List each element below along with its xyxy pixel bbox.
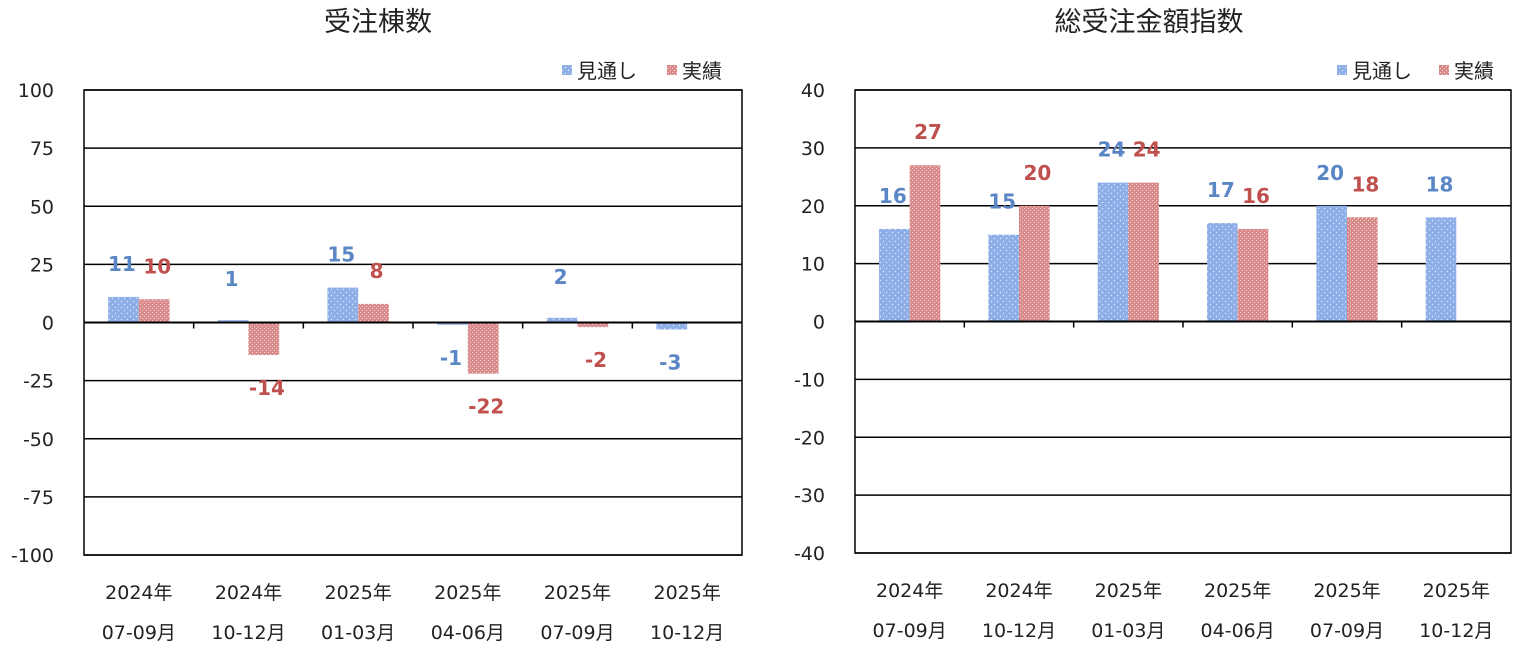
chart-1-y-tick-label: 50 — [30, 196, 54, 218]
chart-2-x-category-months: 10-12月 — [1419, 620, 1493, 642]
chart-2-bar-actual — [909, 165, 941, 322]
chart-2-x-category-year: 2025年 — [1095, 580, 1162, 602]
chart-1-legend-actual-label: 実績 — [682, 59, 722, 83]
chart-2-y-tick-label: -20 — [794, 427, 825, 449]
chart-1-data-label-forecast: -1 — [440, 346, 462, 370]
chart-2-bar-forecast — [988, 234, 1019, 322]
chart-1-data-label-actual: -22 — [468, 395, 504, 419]
chart-2-legend-actual-swatch — [1439, 65, 1449, 75]
chart-1-data-label-actual: -14 — [249, 376, 285, 400]
chart-1-legend-forecast-swatch — [562, 65, 572, 75]
chart-2-bar-forecast — [1316, 205, 1347, 322]
chart-2-y-tick-label: 0 — [813, 312, 825, 334]
chart-2-bar-actual — [1128, 182, 1159, 322]
chart-2-data-label-actual: 27 — [914, 120, 942, 144]
chart-1-bar-forecast — [108, 296, 139, 323]
chart-1-data-label-actual: 10 — [143, 254, 171, 278]
chart-2-bar-forecast — [1097, 182, 1129, 322]
chart-2-data-label-actual: 20 — [1023, 161, 1051, 185]
chart-1-x-category-months: 07-09月 — [540, 622, 614, 644]
chart-1-x-category-months: 10-12月 — [650, 622, 724, 644]
chart-2-data-label-forecast: 18 — [1426, 172, 1454, 196]
chart-1-y-tick-label: -75 — [23, 487, 54, 509]
chart-1-data-label-forecast: 2 — [554, 265, 568, 289]
chart-2-data-label-forecast: 16 — [879, 184, 907, 208]
chart-1-x-category-year: 2025年 — [434, 582, 501, 604]
chart-2-x-category-year: 2025年 — [1313, 580, 1380, 602]
chart-2-y-tick-label: 20 — [801, 196, 825, 218]
chart-2-x-category-year: 2024年 — [876, 580, 943, 602]
chart-1-x-category-year: 2024年 — [105, 582, 172, 604]
chart-2-legend-forecast-swatch — [1337, 65, 1347, 75]
chart-1-data-label-forecast: -3 — [659, 350, 681, 374]
chart-2-bar-actual — [1019, 205, 1050, 322]
chart-2-x-category-months: 10-12月 — [982, 620, 1056, 642]
chart-1-x-category-months: 10-12月 — [211, 622, 285, 644]
chart-2-x-category-months: 01-03月 — [1091, 620, 1165, 642]
chart-2-bar-forecast — [1207, 223, 1238, 322]
chart-1-bar-actual — [358, 303, 389, 323]
chart-2-x-category-months: 04-06月 — [1201, 620, 1275, 642]
chart-1-bar-forecast — [327, 287, 359, 323]
chart-2-x-category-year: 2025年 — [1204, 580, 1271, 602]
chart-2-data-label-actual: 18 — [1351, 172, 1379, 196]
chart-2-bar-actual — [1347, 217, 1378, 322]
chart-1-y-tick-label: -50 — [23, 429, 54, 451]
chart-2-data-label-forecast: 15 — [988, 190, 1016, 214]
chart-1-data-label-actual: 8 — [370, 259, 384, 283]
chart-1-data-label-forecast: 1 — [225, 267, 239, 291]
chart-1-x-category-months: 07-09月 — [102, 622, 176, 644]
chart-1-y-tick-label: -25 — [23, 371, 54, 393]
chart-1-legend-actual-swatch — [667, 65, 677, 75]
chart-2-data-label-forecast: 17 — [1207, 178, 1235, 202]
chart-2-data-label-actual: 24 — [1133, 138, 1161, 162]
chart-2-y-tick-label: -40 — [794, 543, 825, 565]
chart-2-data-label-forecast: 20 — [1316, 161, 1344, 185]
chart-2-title: 総受注金額指数 — [1055, 7, 1244, 38]
chart-1-x-category-months: 04-06月 — [431, 622, 505, 644]
chart-2-x-category-months: 07-09月 — [873, 620, 947, 642]
chart-1-bar-forecast — [437, 322, 468, 325]
chart-1-bar-actual — [467, 322, 499, 374]
chart-2-legend-actual-label: 実績 — [1454, 59, 1494, 83]
chart-2-x-category-year: 2025年 — [1423, 580, 1490, 602]
chart-1-y-tick-label: 75 — [30, 138, 54, 160]
chart-1-title: 受注棟数 — [324, 7, 432, 38]
chart-1-bar-actual — [577, 322, 609, 328]
chart-2-legend-forecast-label: 見通し — [1352, 59, 1412, 83]
chart-2-y-tick-label: 40 — [801, 80, 825, 102]
chart-1-y-tick-label: 100 — [18, 80, 54, 102]
chart-2-y-tick-label: 30 — [801, 138, 825, 160]
chart-1-data-label-forecast: 15 — [327, 243, 355, 267]
chart-1-bar-actual — [248, 322, 280, 356]
chart-1-y-tick-label: 0 — [42, 313, 54, 335]
chart-1-bar-actual — [138, 299, 170, 323]
chart-2-y-tick-label: 10 — [801, 254, 825, 276]
chart-2-data-label-actual: 16 — [1242, 184, 1270, 208]
chart-1-data-label-forecast: 11 — [108, 252, 136, 276]
chart-2-y-tick-label: -10 — [794, 369, 825, 391]
chart-1-x-category-year: 2025年 — [324, 582, 391, 604]
chart-2-bar-actual — [1237, 228, 1269, 322]
chart-1-x-category-year: 2024年 — [215, 582, 282, 604]
chart-1-bar-forecast — [656, 322, 688, 330]
chart-2-x-category-year: 2024年 — [985, 580, 1052, 602]
chart-1-data-label-actual: -2 — [585, 348, 607, 372]
chart-1-y-tick-label: -100 — [11, 545, 54, 567]
chart-1-bar-forecast — [546, 317, 578, 323]
chart-2-bar-forecast — [1425, 217, 1457, 322]
chart-1-x-category-year: 2025年 — [544, 582, 611, 604]
chart-2-y-tick-label: -30 — [794, 485, 825, 507]
chart-1-x-category-months: 01-03月 — [321, 622, 395, 644]
chart-1-y-tick-label: 25 — [30, 254, 54, 276]
chart-2: 総受注金額指数 見通し 実績 40 30 20 10 0 -10 -20 -30 -40 16 2… — [794, 7, 1512, 642]
chart-1-legend-forecast-label: 見通し — [577, 59, 637, 83]
chart-2-bar-forecast — [879, 228, 910, 322]
chart-1-x-category-year: 2025年 — [653, 582, 720, 604]
chart-2-data-label-forecast: 24 — [1098, 138, 1126, 162]
chart-2-x-category-months: 07-09月 — [1310, 620, 1384, 642]
chart-1-bar-forecast — [217, 320, 249, 323]
